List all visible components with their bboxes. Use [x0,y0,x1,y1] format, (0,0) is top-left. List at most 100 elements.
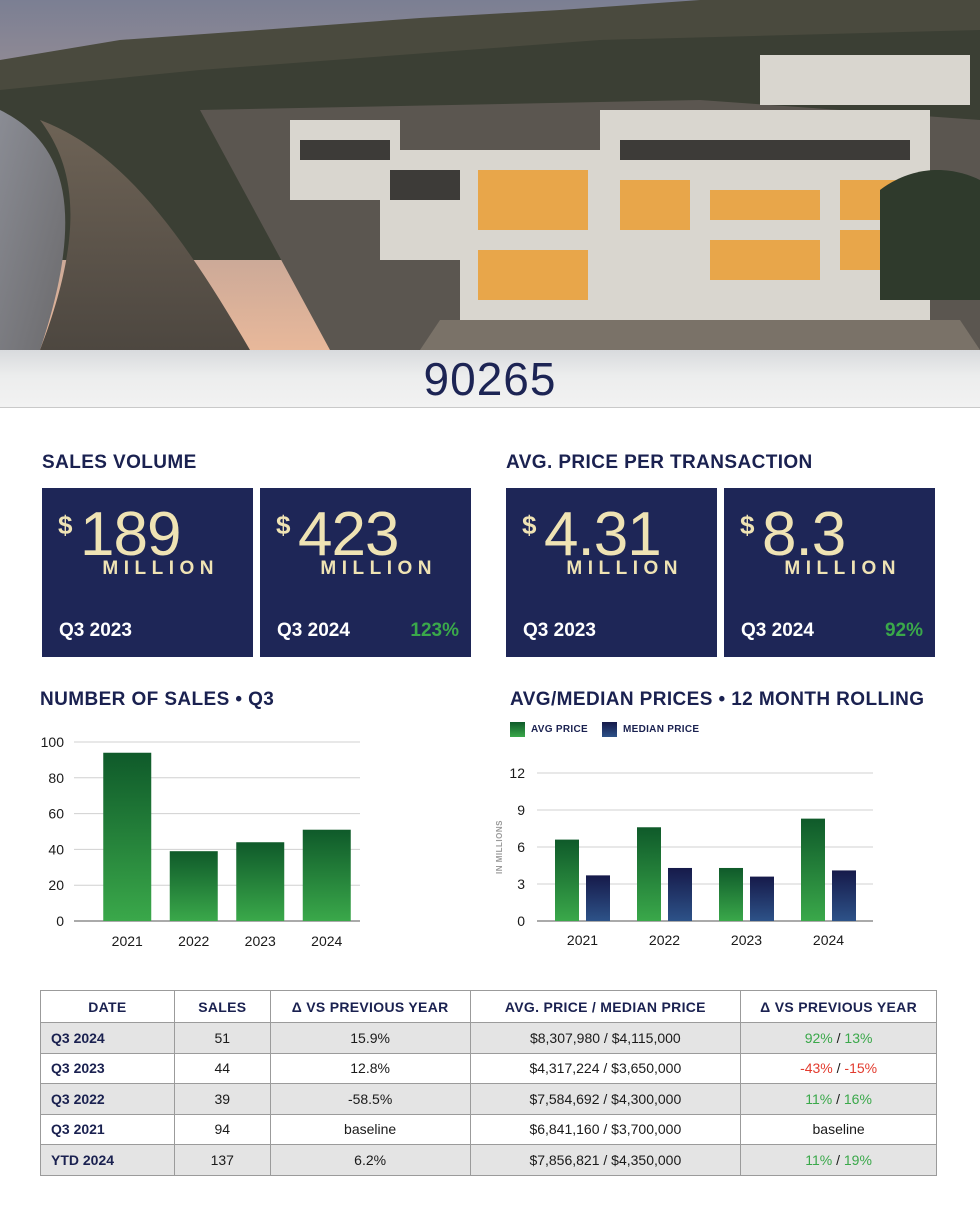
stat-card-avg-price-q3-2023: $ 4.31 MILLION Q3 2023 [506,488,717,657]
avg-price-change: 11% [805,1090,833,1107]
row-date: YTD 2024 [40,1144,175,1176]
stat-unit: MILLION [102,558,219,579]
bar-avg-2023 [719,867,743,921]
separator: / [832,1029,845,1046]
stat-value: 423 [298,500,399,569]
y-tick-label: 100 [41,734,65,750]
median-price-change: -15% [844,1060,878,1077]
separator: / [832,1151,844,1168]
y-tick-label: 3 [517,876,525,892]
header-date: DATE [40,990,175,1023]
y-tick-label: 6 [517,839,525,855]
row-sales: 51 [173,1022,271,1054]
table-header-row: DATE SALES Δ VS PREVIOUS YEAR AVG. PRICE… [40,990,937,1023]
stat-value: 8.3 [762,500,846,569]
table-row: Q3 2024 51 15.9% $8,307,980 / $4,115,000 92%… [40,1022,937,1054]
bar-2023 [236,842,285,921]
stat-card-sales-volume-q3-2023: $ 189 MILLION Q3 2023 [42,488,253,657]
stat-change: 92% [884,620,923,641]
table-row: YTD 2024 137 6.2% $7,856,821 / $4,350,000 11… [40,1144,937,1176]
stat-unit: MILLION [320,558,437,579]
header-sales-change: Δ VS PREVIOUS YEAR [269,990,471,1023]
avg-median-prices-title: AVG/MEDIAN PRICES • 12 MONTH ROLLING [510,689,925,710]
table-row: Q3 2022 39 -58.5% $7,584,692 / $4,300,000 11… [40,1083,937,1115]
chart-legend: AVG PRICE MEDIAN PRICE [510,722,705,737]
row-sales: 39 [173,1083,271,1115]
x-tick-label: 2023 [731,932,762,948]
legend-swatch-avg [510,722,525,737]
legend-label-avg: AVG PRICE [531,724,588,735]
table-row: Q3 2021 94 baseline $6,841,160 / $3,700,000… [40,1113,937,1145]
avg-median-prices-chart: 0 3 6 9 12 IN MILLIONS 2021 2022 2023 2024 [495,765,873,948]
separator: / [832,1060,845,1077]
sales-volume-title: SALES VOLUME [42,452,197,473]
row-date: Q3 2022 [40,1083,175,1115]
sales-data-table: DATE SALES Δ VS PREVIOUS YEAR AVG. PRICE… [40,990,937,1176]
header-price-change: Δ VS PREVIOUS YEAR [740,990,937,1023]
bar-median-2021 [586,875,610,921]
y-tick-label: 20 [48,877,64,893]
avg-price-change: 92% [804,1029,833,1046]
x-tick-label: 2021 [567,932,598,948]
bar-median-2023 [750,876,774,921]
row-price-change: 92% / 13% [740,1022,937,1054]
stat-unit: MILLION [784,558,901,579]
dollar-symbol: $ [740,510,755,540]
dollar-symbol: $ [276,510,291,540]
x-tick-label: 2024 [813,932,844,948]
row-price-change: 11% / 19% [740,1144,937,1176]
row-sales-change: -58.5% [269,1083,471,1115]
table-body: Q3 2024 51 15.9% $8,307,980 / $4,115,000 92%… [40,1022,937,1176]
row-sales: 137 [173,1144,271,1176]
y-tick-label: 0 [56,913,64,929]
row-price-change: 11% / 16% [740,1083,937,1115]
row-sales-change: 15.9% [269,1022,471,1054]
row-sales-change: baseline [269,1113,471,1145]
avg-price-change: -43% [800,1060,833,1077]
stat-value: 4.31 [544,500,662,569]
row-prices: $4,317,224 / $3,650,000 [469,1052,742,1084]
header-prices: AVG. PRICE / MEDIAN PRICE [469,990,742,1023]
row-sales-change: 12.8% [269,1052,471,1084]
stat-change: 123% [410,620,459,641]
y-tick-label: 9 [517,802,525,818]
row-price-change: baseline [740,1113,937,1145]
legend-item-avg-price: AVG PRICE [510,722,588,737]
bar-2024 [302,829,351,921]
y-axis-label: IN MILLIONS [495,820,504,874]
stat-period: Q3 2024 [741,620,814,641]
hero-photo-beach-houses [0,0,980,350]
legend-item-median-price: MEDIAN PRICE [601,722,700,737]
x-tick-label: 2023 [245,933,276,949]
median-price-change: 16% [843,1090,872,1107]
y-tick-label: 12 [509,765,525,781]
bar-2021 [103,752,152,921]
legend-label-median: MEDIAN PRICE [622,724,700,735]
stat-period: Q3 2024 [277,620,350,641]
number-of-sales-title: NUMBER OF SALES • Q3 [40,689,275,710]
median-price-change: 13% [844,1029,873,1046]
zip-banner [0,350,980,408]
avg-price-change: 11% [805,1151,833,1168]
row-date: Q3 2023 [40,1052,175,1084]
y-tick-label: 80 [48,770,64,786]
row-date: Q3 2024 [40,1022,175,1054]
y-tick-label: 0 [517,913,525,929]
legend-swatch-median [601,722,617,737]
stat-unit: MILLION [566,558,683,579]
row-sales-change: 6.2% [269,1144,471,1176]
bar-2022 [169,851,218,921]
bar-median-2022 [668,867,692,921]
median-price-change: 19% [843,1151,872,1168]
bar-avg-2021 [555,839,579,921]
y-tick-label: 40 [48,841,64,857]
row-sales: 94 [173,1113,271,1145]
row-prices: $7,584,692 / $4,300,000 [469,1083,742,1115]
row-prices: $7,856,821 / $4,350,000 [469,1144,742,1176]
stat-card-avg-price-q3-2024: $ 8.3 MILLION Q3 2024 92% [724,488,935,657]
x-tick-label: 2024 [311,933,342,949]
zip-code-title: 90265 [423,353,557,405]
row-prices: $6,841,160 / $3,700,000 [469,1113,742,1145]
bar-avg-2022 [637,827,661,921]
stat-period: Q3 2023 [523,620,596,641]
